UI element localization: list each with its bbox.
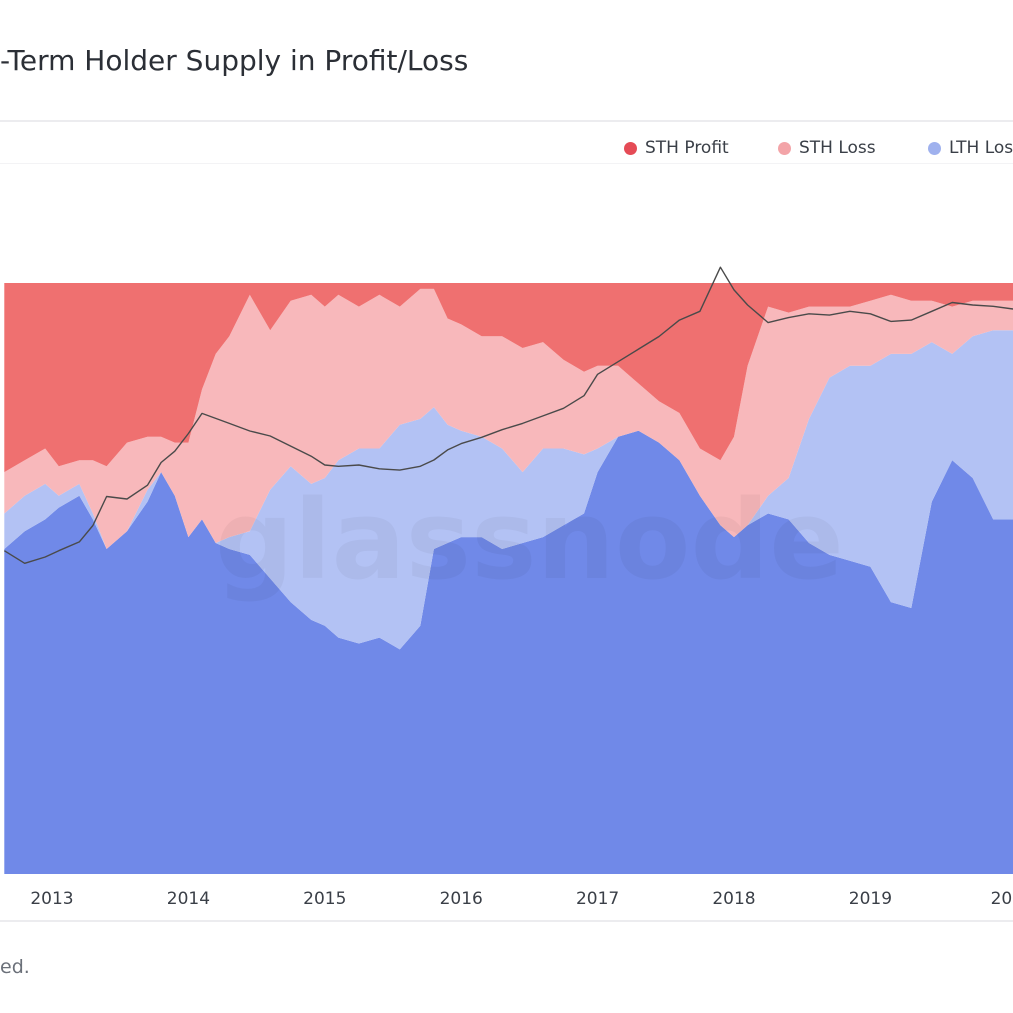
price-layer: [3, 266, 1013, 564]
x-tick-label: 2013: [30, 889, 73, 909]
x-tick-label: 2017: [576, 889, 619, 909]
chart-title: -Term Holder Supply in Profit/Loss: [0, 44, 469, 77]
x-axis: 2013 2014 2015 2016 2017 2018 2019 202: [30, 889, 1013, 909]
x-tick-label: 2014: [167, 889, 210, 909]
legend-label-sth-profit: STH Profit: [645, 138, 729, 158]
legend-dot-sth-profit: [624, 141, 637, 155]
area-lth-profit: [4, 430, 1013, 874]
x-tick-label: 2019: [849, 889, 892, 909]
x-tick-label: 2016: [440, 889, 483, 909]
x-tick-label: 202: [991, 889, 1013, 909]
legend-dot-sth-loss: [778, 141, 791, 155]
legend-dot-lth-loss: [928, 141, 941, 155]
legend-divider: [0, 163, 1013, 164]
footnote-text: ed.: [0, 956, 30, 978]
legend-item-sth-loss[interactable]: STH Loss: [778, 138, 876, 158]
x-tick-label: 2018: [712, 889, 755, 909]
price-line: [3, 266, 1013, 564]
area-sth-profit: [4, 283, 1013, 473]
header-divider: [0, 120, 1013, 122]
legend-label-sth-loss: STH Loss: [799, 138, 876, 158]
areas-layer: [4, 283, 1013, 874]
x-tick-label: 2015: [303, 889, 346, 909]
legend-item-lth-loss[interactable]: LTH Loss: [928, 138, 1013, 158]
area-lth-loss: [4, 330, 1013, 650]
legend-label-lth-loss: LTH Loss: [949, 138, 1013, 158]
legend-item-sth-profit[interactable]: STH Profit: [624, 138, 729, 158]
footer-divider: [0, 920, 1013, 922]
watermark-text: glassnode: [215, 476, 844, 604]
area-sth-loss: [4, 288, 1013, 549]
